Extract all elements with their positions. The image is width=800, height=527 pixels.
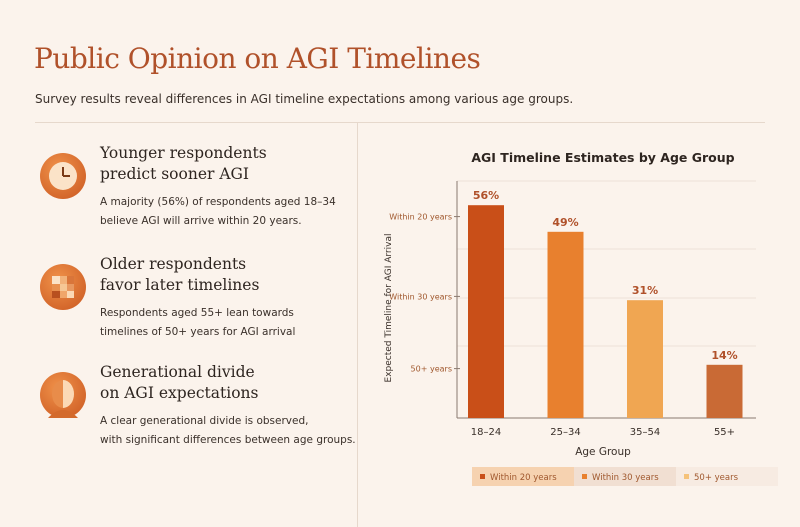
chart-title: AGI Timeline Estimates by Age Group [471, 150, 734, 165]
split-face-icon [40, 372, 86, 418]
finding-heading: Older respondents [100, 255, 247, 273]
finding-heading: on AGI expectations [100, 384, 259, 402]
page-subtitle: Survey results reveal differences in AGI… [35, 92, 574, 106]
y-tick-label: 50+ years [411, 365, 452, 374]
finding-body: believe AGI will arrive within 20 years. [100, 215, 302, 227]
y-axis-label: Expected Timeline for AGI Arrival [384, 234, 394, 383]
finding-body: with significant differences between age… [100, 434, 356, 446]
x-tick-label: 25–34 [550, 427, 580, 438]
bar-data-label: 31% [632, 284, 658, 297]
x-tick-label: 35–54 [630, 427, 660, 438]
bar-0 [468, 205, 504, 418]
chart-legend: Within 20 years Within 30 years 50+ years [472, 467, 778, 486]
finding-heading: predict sooner AGI [100, 165, 250, 183]
legend-swatch [582, 474, 587, 479]
legend-label: 50+ years [694, 473, 739, 483]
finding-heading: favor later timelines [100, 276, 260, 294]
legend-item-bg [676, 467, 778, 486]
bar-1 [547, 231, 584, 418]
x-axis-label: Age Group [575, 446, 631, 458]
legend-swatch [684, 474, 689, 479]
y-tick-label: Within 20 years [389, 213, 452, 222]
bar-2 [627, 300, 663, 418]
finding-heading: Younger respondents [100, 144, 267, 162]
page-title: Public Opinion on AGI Timelines [34, 42, 481, 75]
bar-chart: AGI Timeline Estimates by Age Group 56% 1… [384, 150, 778, 486]
bar-3 [706, 364, 743, 418]
x-tick-label: 18–24 [471, 427, 501, 438]
legend-item-bg [574, 467, 676, 486]
legend-item-bg [472, 467, 574, 486]
x-tick-label: 55+ [714, 427, 735, 438]
y-tick-label: Within 30 years [389, 292, 452, 301]
clock-icon [40, 153, 86, 199]
legend-label: Within 30 years [592, 473, 659, 483]
column-divider [357, 123, 358, 527]
bar-data-label: 49% [552, 216, 578, 229]
grid-blocks-icon [40, 264, 86, 310]
finding-body: timelines of 50+ years for AGI arrival [100, 326, 296, 338]
bar-data-label: 56% [473, 189, 499, 202]
finding-body: A majority (56%) of respondents aged 18–… [100, 196, 336, 208]
bar-data-label: 14% [711, 349, 737, 362]
header-divider [35, 122, 765, 123]
legend-swatch [480, 474, 485, 479]
finding-body: A clear generational divide is observed, [100, 415, 309, 427]
legend-label: Within 20 years [490, 473, 557, 483]
finding-body: Respondents aged 55+ lean towards [100, 307, 294, 319]
finding-heading: Generational divide [100, 363, 255, 381]
